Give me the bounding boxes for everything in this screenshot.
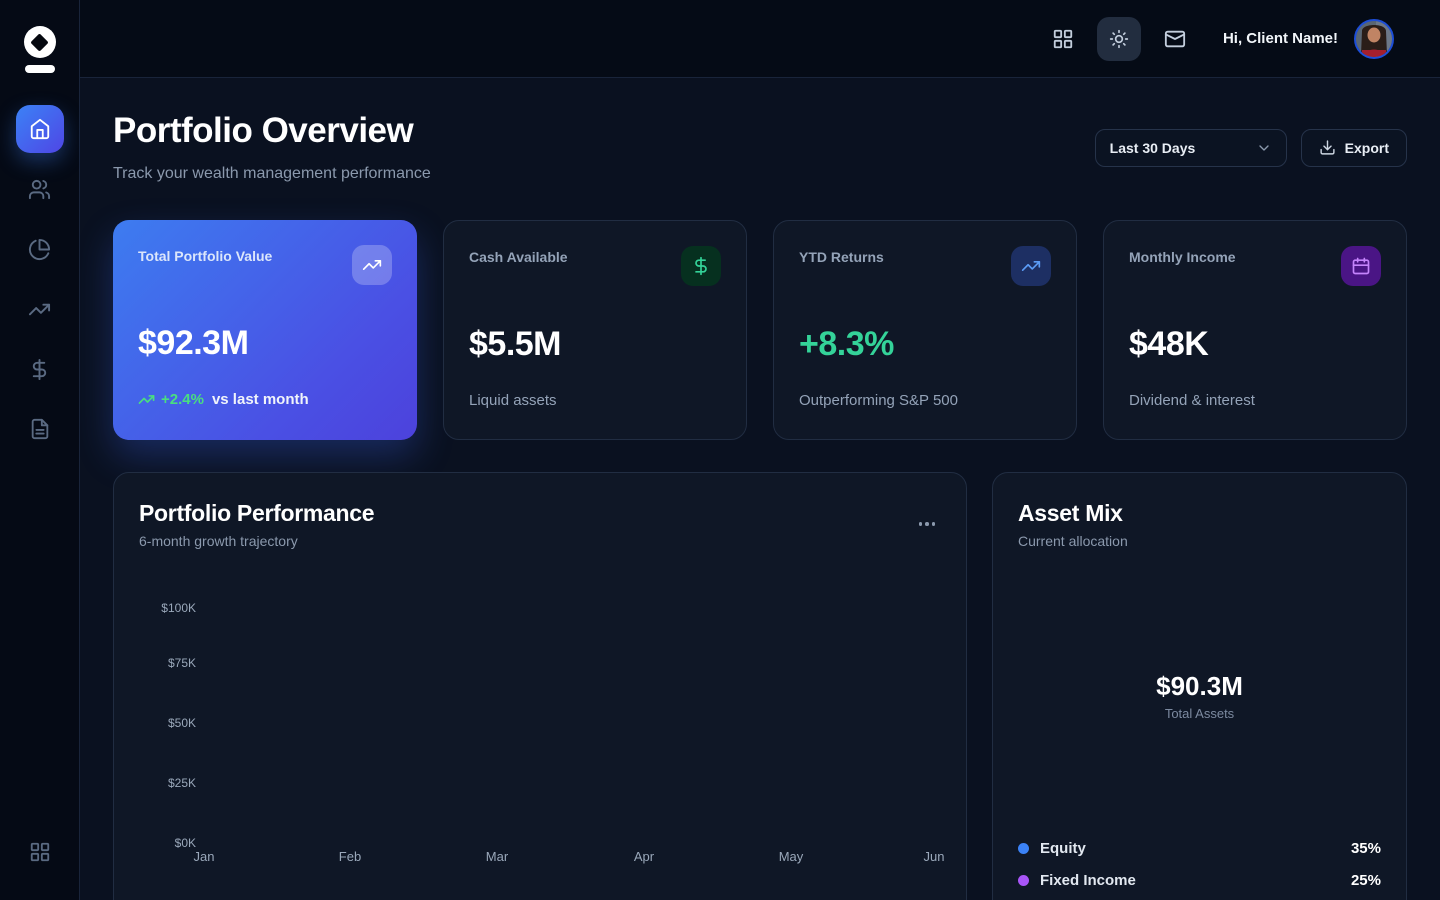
asset-mix-legend: Equity 35% Fixed Income 25% — [1018, 837, 1381, 900]
page-header-text: Portfolio Overview Track your wealth man… — [113, 112, 431, 183]
charts-row: Portfolio Performance 6-month growth tra… — [113, 472, 1407, 900]
total-assets-value: $90.3M — [1156, 671, 1243, 701]
stat-card-ytd-returns: YTD Returns +8.3% Outperforming S&P 500 — [773, 220, 1077, 440]
ellipsis-icon — [918, 522, 936, 526]
x-axis-tick: May — [778, 849, 804, 864]
y-axis-tick: $25K — [167, 776, 196, 790]
y-axis-tick: $75K — [167, 656, 196, 670]
x-axis-tick: Jun — [923, 849, 945, 864]
y-axis-tick: $50K — [167, 716, 196, 730]
fixed-income-dot-icon — [1018, 874, 1029, 886]
apps-grid-button[interactable] — [1043, 19, 1083, 59]
chart-title: Asset Mix — [1018, 500, 1123, 526]
sidebar-item-cash[interactable] — [16, 345, 64, 393]
stat-value: $48K — [1129, 325, 1209, 363]
stat-label: Monthly Income — [1129, 249, 1236, 265]
legend-item-equity: Equity 35% — [1018, 837, 1381, 859]
chart-subtitle: Current allocation — [1018, 533, 1128, 549]
content-column: Hi, Client Name! Portfolio Overview Trac… — [80, 0, 1440, 900]
trend-note: vs last month — [211, 391, 309, 408]
topbar: Hi, Client Name! — [80, 0, 1440, 78]
logo-bar — [24, 65, 55, 73]
trending-up-icon — [352, 245, 392, 285]
legend-value: 25% — [1350, 871, 1381, 889]
legend-label: Fixed Income — [1040, 871, 1136, 889]
trending-up-icon — [1011, 246, 1051, 286]
grid-icon — [29, 841, 51, 863]
x-axis-tick: Feb — [338, 849, 362, 864]
stat-caption: Outperforming S&P 500 — [799, 392, 958, 409]
avatar[interactable] — [1354, 18, 1394, 59]
stat-label: YTD Returns — [799, 249, 884, 265]
stat-label: Cash Available — [469, 249, 568, 265]
apps-grid-icon — [1052, 28, 1074, 50]
theme-sun-icon — [1109, 29, 1129, 49]
x-axis-tick: Jan — [193, 849, 215, 864]
date-range-value: Last 30 Days — [1109, 139, 1196, 156]
export-button[interactable]: Export — [1300, 128, 1407, 167]
sidebar — [0, 0, 80, 900]
main-content: Portfolio Overview Track your wealth man… — [80, 78, 1440, 900]
calendar-icon — [1341, 246, 1381, 286]
pie-chart-icon — [28, 238, 51, 261]
mail-icon — [1164, 28, 1186, 50]
stat-card-monthly-income: Monthly Income $48K Dividend & interest — [1103, 220, 1407, 440]
dollar-icon — [28, 358, 51, 381]
y-axis-tick: $100K — [161, 601, 196, 615]
trend-percent: +2.4% — [161, 391, 204, 408]
trending-up-icon — [28, 298, 51, 321]
messages-button[interactable] — [1155, 19, 1195, 59]
chart-subtitle: 6-month growth trajectory — [139, 533, 298, 549]
users-icon — [28, 178, 51, 201]
chart-title: Portfolio Performance — [139, 500, 375, 526]
line-chart-plot-area: $100K $75K $50K $25K $0K Jan Feb Mar Apr… — [114, 473, 966, 900]
stat-label: Total Portfolio Value — [138, 248, 273, 264]
trend: +2.4% — [138, 391, 204, 408]
user-greeting: Hi, Client Name! — [1222, 30, 1338, 47]
page-subtitle: Track your wealth management performance — [113, 165, 431, 182]
trending-up-icon — [138, 391, 155, 408]
app-logo[interactable] — [23, 26, 56, 73]
page-header: Portfolio Overview Track your wealth man… — [113, 112, 1407, 183]
sidebar-item-performance[interactable] — [16, 285, 64, 333]
stat-value: $5.5M — [469, 325, 562, 363]
page-title: Portfolio Overview — [113, 111, 414, 150]
sidebar-item-clients[interactable] — [16, 165, 64, 213]
home-icon — [29, 118, 51, 140]
sidebar-item-documents[interactable] — [16, 405, 64, 453]
sidebar-item-apps[interactable] — [16, 828, 64, 876]
equity-dot-icon — [1018, 842, 1029, 854]
stat-value: +8.3% — [799, 325, 894, 363]
stat-cards: Total Portfolio Value $92.3M +2.4% vs la… — [113, 220, 1407, 440]
download-icon — [1319, 139, 1336, 156]
stat-caption: Liquid assets — [469, 392, 557, 409]
stat-card-cash-available: Cash Available $5.5M Liquid assets — [443, 220, 747, 440]
portfolio-performance-card: Portfolio Performance 6-month growth tra… — [113, 472, 967, 900]
sidebar-item-home[interactable] — [15, 105, 64, 153]
legend-value: 35% — [1350, 839, 1381, 857]
asset-mix-card: Asset Mix Current allocation $90.3M Tota… — [992, 472, 1407, 900]
sidebar-item-allocation[interactable] — [16, 225, 64, 273]
legend-label: Equity — [1040, 839, 1086, 857]
stat-card-total-portfolio: Total Portfolio Value $92.3M +2.4% vs la… — [113, 220, 417, 440]
x-axis-tick: Apr — [633, 849, 655, 864]
card-menu-button[interactable] — [913, 513, 941, 535]
total-assets-label: Total Assets — [1164, 706, 1235, 721]
y-axis-tick: $0K — [174, 836, 196, 850]
date-range-select[interactable]: Last 30 Days — [1094, 128, 1287, 167]
logo-diamond-icon — [23, 26, 56, 58]
donut-center-label: $90.3M Total Assets — [993, 671, 1406, 722]
x-axis-tick: Mar — [485, 849, 509, 864]
document-icon — [29, 418, 51, 440]
chevron-down-icon — [1256, 140, 1272, 156]
legend-item-fixed-income: Fixed Income 25% — [1018, 869, 1381, 891]
sidebar-nav — [15, 105, 64, 453]
stat-caption: Dividend & interest — [1129, 392, 1255, 409]
stat-trend-row: +2.4% vs last month — [138, 391, 392, 408]
stat-value: $92.3M — [138, 324, 249, 362]
theme-toggle-button[interactable] — [1096, 16, 1141, 61]
dollar-icon — [681, 246, 721, 286]
export-label: Export — [1344, 139, 1389, 156]
header-controls: Last 30 Days Export — [1094, 128, 1407, 167]
